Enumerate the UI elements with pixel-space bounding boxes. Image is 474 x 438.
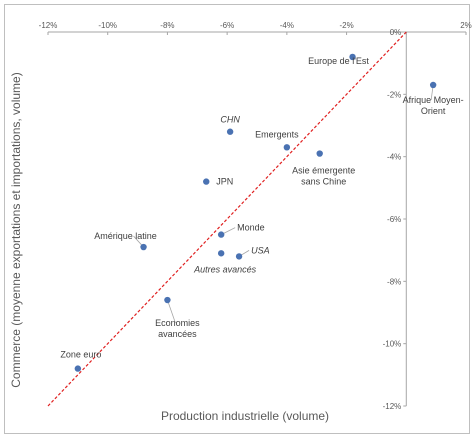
point-label: JPN <box>216 177 233 187</box>
leader-line <box>167 299 176 324</box>
diagonal-reference <box>47 31 407 407</box>
data-point <box>164 296 171 304</box>
x-tick-label: -10% <box>98 21 117 30</box>
data-points <box>74 53 437 372</box>
point-label: CHN <box>220 115 240 125</box>
data-point <box>74 365 82 372</box>
data-point <box>203 178 210 185</box>
point-label: Economies avancées <box>155 318 200 339</box>
x-tick-label: -12% <box>39 21 58 30</box>
y-tick-label: 0% <box>390 28 402 37</box>
data-point <box>429 81 437 89</box>
data-point <box>226 128 234 135</box>
point-label: Autres avancés <box>193 264 257 274</box>
point-label: Emergents <box>255 129 299 139</box>
point-label: Afrique Moyen-Orient <box>403 95 464 116</box>
x-tick-label: -8% <box>160 21 174 30</box>
diagonal-line <box>47 31 407 407</box>
point-labels: Europe de l'Est Afrique Moyen-Orient CHN Em… <box>60 56 463 360</box>
y-tick-label: -6% <box>387 215 401 224</box>
x-tick-label: -2% <box>339 21 353 30</box>
point-label: Monde <box>237 223 265 233</box>
point-label: Europe de l'Est <box>308 56 369 66</box>
x-tick-label: -4% <box>280 21 294 30</box>
data-point <box>235 253 243 260</box>
point-label: Asie émergente sans Chine <box>292 166 355 187</box>
x-tick-label: -6% <box>220 21 234 30</box>
x-tick-label: 2% <box>460 21 472 30</box>
x-axis-title: Production industrielle (volume) <box>161 409 329 423</box>
data-point <box>316 150 323 157</box>
point-label: Amérique latine <box>94 231 157 241</box>
y-tick-label: -8% <box>387 277 401 286</box>
chart-frame <box>4 4 470 434</box>
data-point <box>217 231 225 238</box>
label-leaders <box>133 84 434 324</box>
point-label: Zone euro <box>60 350 101 360</box>
y-tick-label: -4% <box>387 153 401 162</box>
point-label: USA <box>251 245 270 255</box>
axes: -12% -10% -8% -6% -4% -2% 2% 0% -2% -4% -6% -8% -10%… <box>39 21 472 411</box>
data-point <box>349 53 356 61</box>
y-axis-title: Commerce (moyenne exportations et import… <box>9 72 23 387</box>
y-tick-label: -10% <box>383 340 402 349</box>
data-point <box>217 250 225 257</box>
data-point <box>283 144 291 151</box>
y-tick-label: -12% <box>383 402 402 411</box>
y-tick-label: -2% <box>387 90 401 99</box>
data-point <box>140 243 147 251</box>
